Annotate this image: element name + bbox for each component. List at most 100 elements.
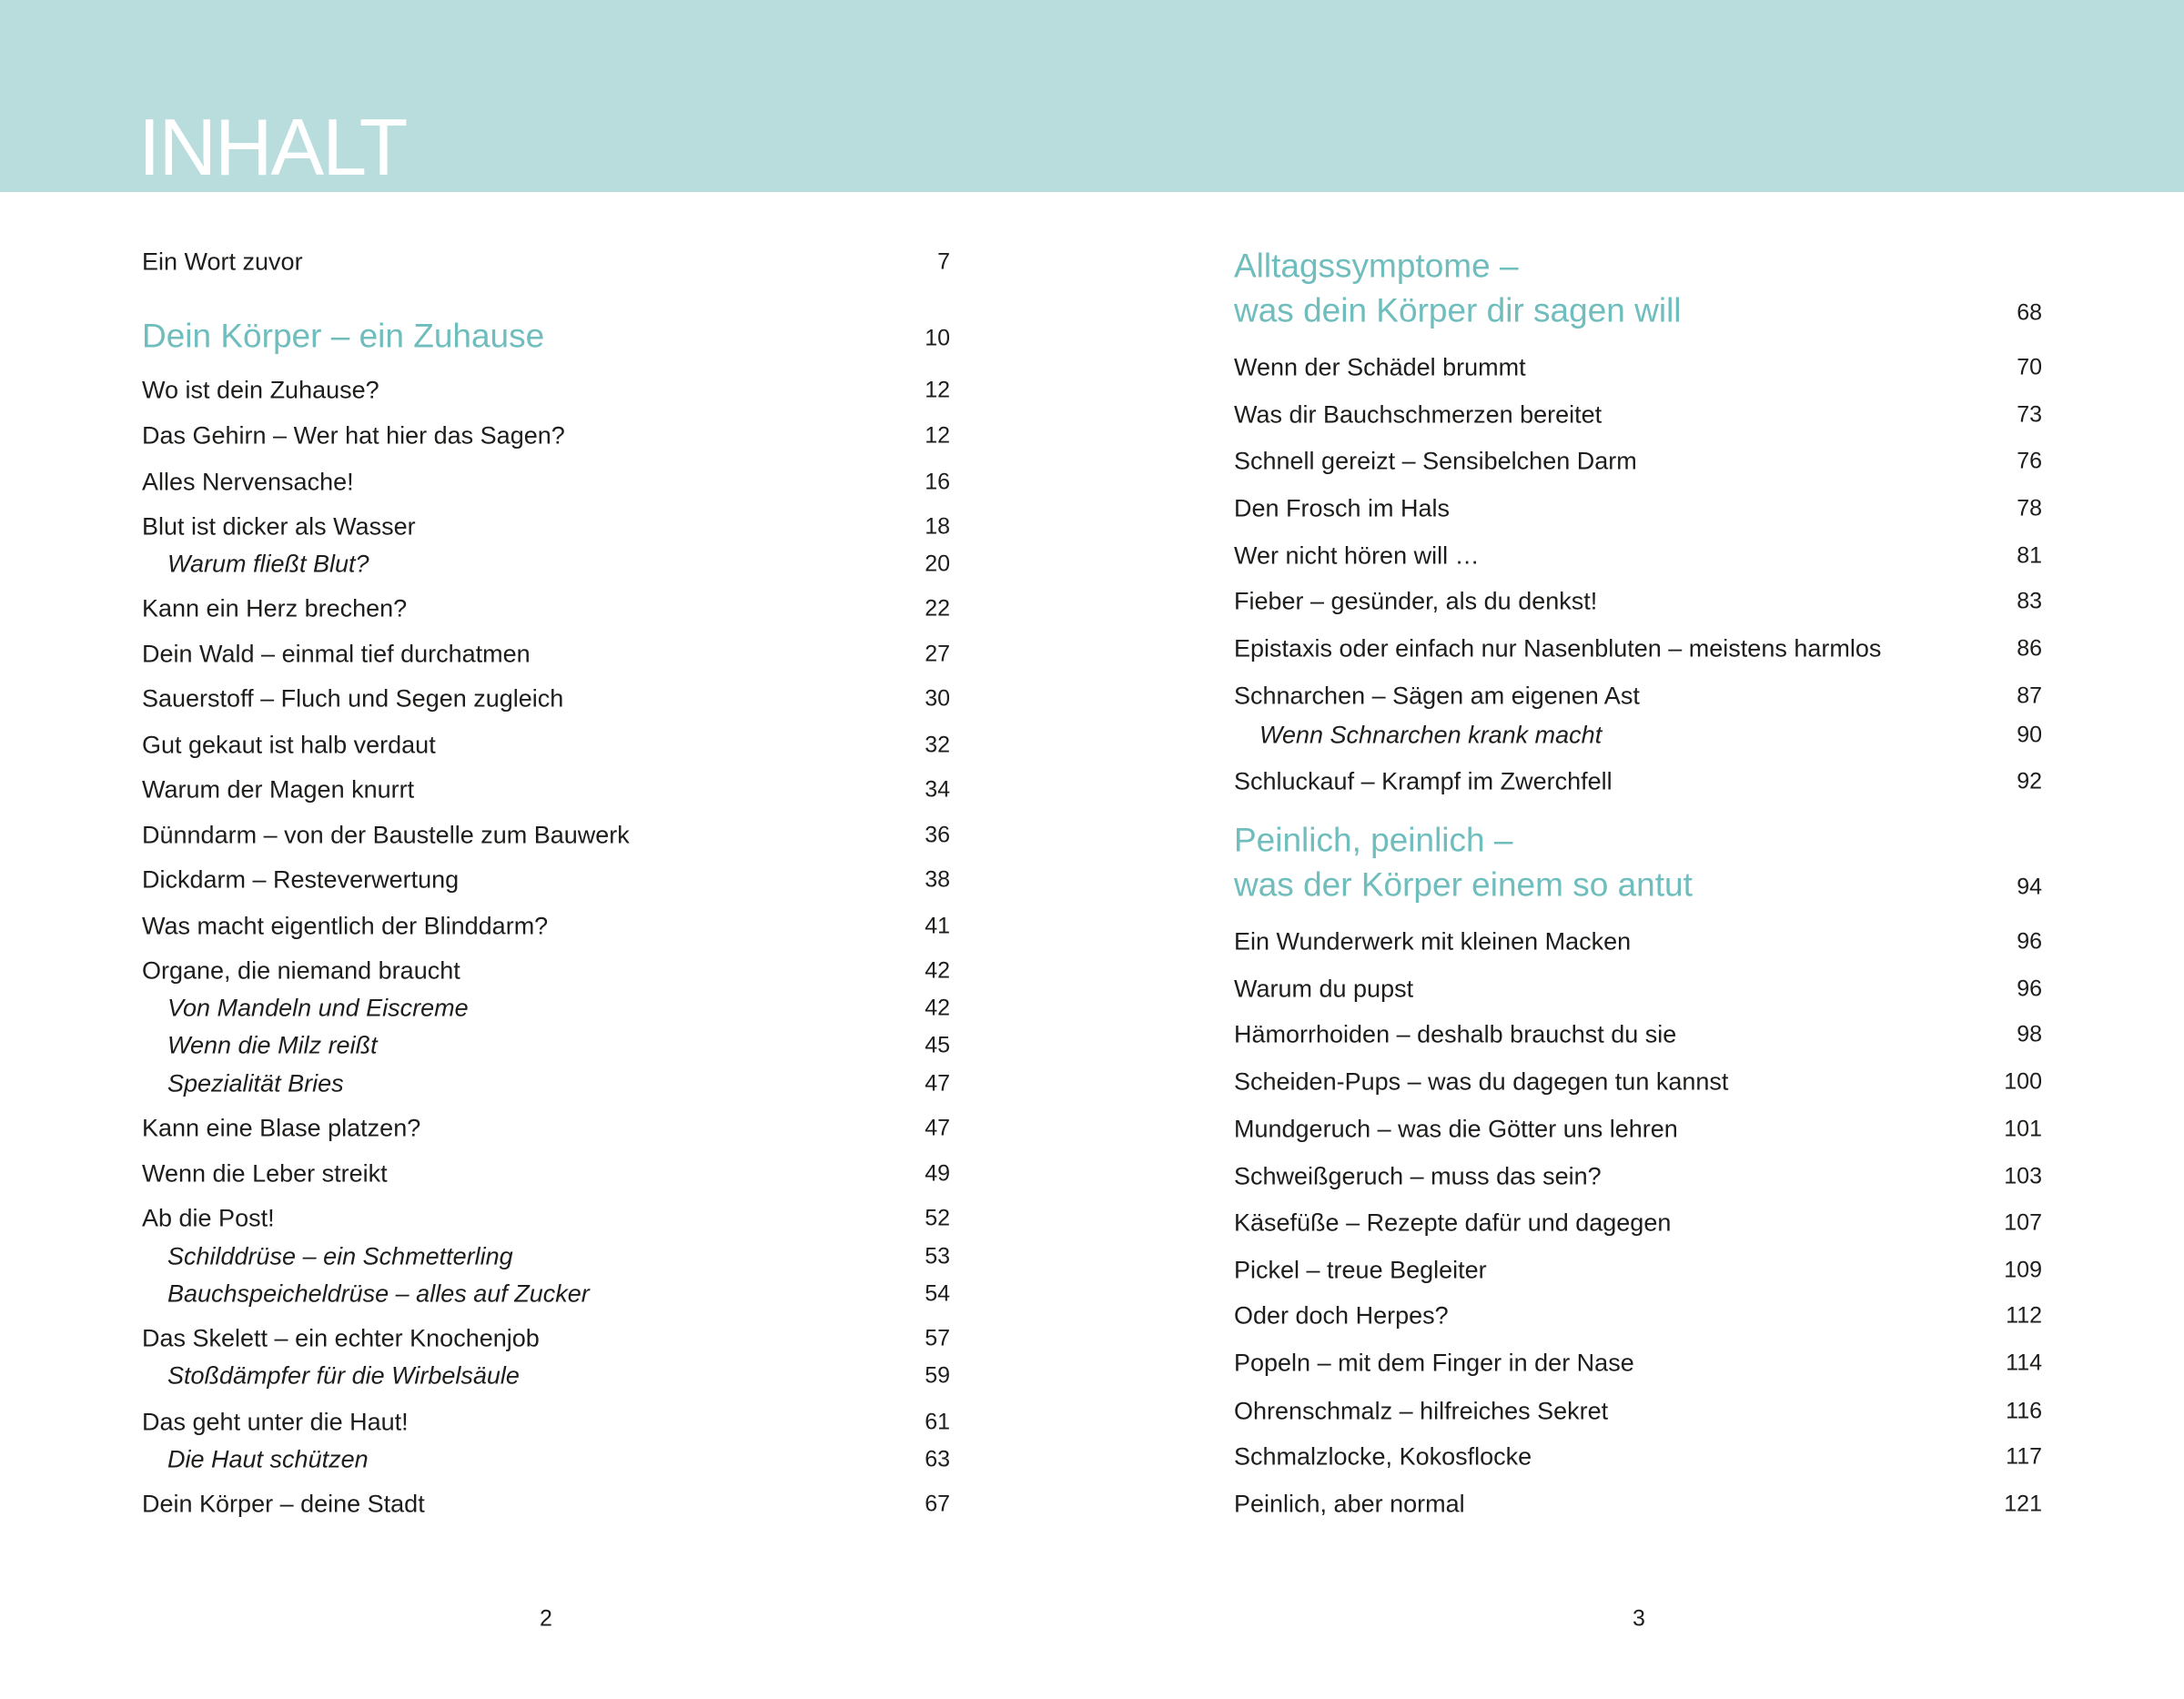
toc-entry[interactable]: Schnell gereizt – Sensibelchen Darm [1234,447,1637,475]
toc-section-heading[interactable]: Dein Körper – ein Zuhause [142,317,545,355]
toc-page-number[interactable]: 121 [2004,1491,2042,1517]
toc-page-number[interactable]: 81 [2017,542,2042,569]
toc-entry[interactable]: Ein Wunderwerk mit kleinen Macken [1234,927,1632,956]
toc-entry[interactable]: Das Skelett – ein echter Knochenjob [142,1324,540,1352]
toc-page-number[interactable]: 52 [925,1205,950,1231]
toc-subentry[interactable]: Die Haut schützen [167,1445,369,1473]
toc-entry[interactable]: Kann eine Blase platzen? [142,1114,421,1142]
toc-entry[interactable]: Das geht unter die Haut! [142,1408,409,1436]
toc-entry[interactable]: Dein Wald – einmal tief durchatmen [142,640,531,668]
toc-page-number[interactable]: 100 [2004,1068,2042,1095]
toc-page-number[interactable]: 34 [925,776,950,803]
toc-entry[interactable]: Fieber – gesünder, als du denkst! [1234,587,1598,615]
toc-entry[interactable]: Wenn die Leber streikt [142,1159,388,1188]
toc-entry[interactable]: Das Gehirn – Wer hat hier das Sagen? [142,421,565,450]
toc-page-number[interactable]: 92 [2017,768,2042,794]
toc-page-number[interactable]: 109 [2004,1257,2042,1283]
toc-page-number[interactable]: 112 [2006,1302,2042,1329]
toc-page-number[interactable]: 7 [937,248,950,275]
toc-page-number[interactable]: 114 [2006,1350,2042,1376]
toc-page-number[interactable]: 42 [925,957,950,984]
toc-subentry[interactable]: Bauchspeicheldrüse – alles auf Zucker [167,1279,590,1308]
toc-entry[interactable]: Schluckauf – Krampf im Zwerchfell [1234,767,1613,795]
toc-page-number[interactable]: 53 [925,1243,950,1269]
toc-page-number[interactable]: 116 [2006,1398,2042,1423]
toc-page-number[interactable]: 73 [2017,401,2042,428]
toc-entry[interactable]: Epistaxis oder einfach nur Nasenbluten –… [1234,634,1882,662]
toc-page-number[interactable]: 87 [2017,683,2042,709]
toc-entry[interactable]: Was macht eigentlich der Blinddarm? [142,912,549,940]
toc-page-number[interactable]: 67 [925,1491,950,1517]
toc-subentry[interactable]: Von Mandeln und Eiscreme [167,994,469,1022]
toc-entry[interactable]: Schweißgeruch – muss das sein? [1234,1162,1602,1190]
toc-entry[interactable]: Kann ein Herz brechen? [142,594,408,622]
toc-section-heading[interactable]: Peinlich, peinlich – [1234,821,1513,859]
toc-entry[interactable]: Blut ist dicker als Wasser [142,512,416,541]
toc-entry[interactable]: Mundgeruch – was die Götter uns lehren [1234,1115,1678,1143]
toc-entry[interactable]: Organe, die niemand braucht [142,956,460,985]
toc-subentry[interactable]: Stoßdämpfer für die Wirbelsäule [167,1361,520,1390]
toc-page-number[interactable]: 16 [925,469,950,495]
toc-page-number[interactable]: 45 [925,1032,950,1058]
toc-section-heading[interactable]: Alltagssymptome – [1234,247,1519,285]
toc-page-number[interactable]: 59 [925,1362,950,1389]
toc-entry[interactable]: Den Frosch im Hals [1234,494,1451,522]
toc-entry[interactable]: Dein Körper – deine Stadt [142,1490,425,1518]
toc-page-number[interactable]: 30 [925,685,950,712]
toc-page-number[interactable]: 70 [2017,354,2042,380]
toc-entry[interactable]: Was dir Bauchschmerzen bereitet [1234,400,1603,429]
toc-entry[interactable]: Warum du pupst [1234,975,1414,1003]
toc-page-number[interactable]: 54 [925,1280,950,1307]
toc-page-number[interactable]: 63 [925,1446,950,1472]
toc-page-number[interactable]: 41 [925,913,950,939]
toc-page-number[interactable]: 98 [2017,1021,2042,1047]
toc-page-number[interactable]: 94 [2017,874,2042,900]
toc-page-number[interactable]: 49 [925,1160,950,1187]
toc-page-number[interactable]: 83 [2017,588,2042,614]
toc-page-number[interactable]: 86 [2017,635,2042,662]
toc-page-number[interactable]: 107 [2004,1209,2042,1236]
toc-entry[interactable]: Oder doch Herpes? [1234,1301,1449,1330]
toc-entry[interactable]: Warum der Magen knurrt [142,775,415,804]
toc-entry[interactable]: Käsefüße – Rezepte dafür und dagegen [1234,1209,1672,1237]
toc-page-number[interactable]: 32 [925,732,950,758]
toc-page-number[interactable]: 42 [925,995,950,1021]
toc-entry[interactable]: Alles Nervensache! [142,468,354,496]
toc-entry[interactable]: Popeln – mit dem Finger in der Nase [1234,1349,1634,1377]
toc-subentry[interactable]: Warum fließt Blut? [167,550,369,578]
toc-page-number[interactable]: 27 [925,641,950,667]
toc-page-number[interactable]: 78 [2017,495,2042,521]
toc-page-number[interactable]: 101 [2004,1116,2042,1142]
toc-entry[interactable]: Gut gekaut ist halb verdaut [142,731,436,759]
toc-page-number[interactable]: 22 [925,595,950,622]
toc-entry[interactable]: Wenn der Schädel brummt [1234,353,1526,381]
toc-entry[interactable]: Wer nicht hören will … [1234,541,1480,570]
toc-entry[interactable]: Ab die Post! [142,1204,275,1232]
toc-page-number[interactable]: 47 [925,1115,950,1141]
toc-page-number[interactable]: 76 [2017,448,2042,474]
toc-page-number[interactable]: 10 [925,325,950,351]
toc-page-number[interactable]: 12 [925,377,950,403]
toc-subentry[interactable]: Schilddrüse – ein Schmetterling [167,1242,513,1270]
toc-subentry[interactable]: Spezialität Bries [167,1069,344,1097]
toc-entry[interactable]: Schmalzlocke, Kokosflocke [1234,1442,1532,1471]
toc-entry[interactable]: Pickel – treue Begleiter [1234,1256,1487,1284]
toc-page-number[interactable]: 103 [2004,1163,2042,1189]
toc-entry[interactable]: Wo ist dein Zuhause? [142,376,379,404]
toc-section-heading-line2[interactable]: was der Körper einem so antut [1234,865,1693,904]
toc-entry[interactable]: Dickdarm – Resteverwertung [142,865,460,894]
toc-entry[interactable]: Scheiden-Pups – was du dagegen tun kanns… [1234,1067,1729,1096]
toc-entry[interactable]: Peinlich, aber normal [1234,1490,1465,1518]
toc-page-number[interactable]: 90 [2017,722,2042,748]
toc-subentry[interactable]: Wenn die Milz reißt [167,1031,378,1059]
toc-entry[interactable]: Ohrenschmalz – hilfreiches Sekret [1234,1397,1609,1424]
toc-page-number[interactable]: 57 [925,1325,950,1351]
toc-page-number[interactable]: 20 [925,551,950,577]
toc-page-number[interactable]: 38 [925,866,950,893]
toc-page-number[interactable]: 36 [925,822,950,848]
toc-entry[interactable]: Sauerstoff – Fluch und Segen zugleich [142,684,564,713]
toc-page-number[interactable]: 96 [2017,928,2042,955]
toc-entry[interactable]: Ein Wort zuvor [142,248,303,276]
toc-page-number[interactable]: 117 [2006,1443,2042,1470]
toc-page-number[interactable]: 61 [925,1409,950,1435]
